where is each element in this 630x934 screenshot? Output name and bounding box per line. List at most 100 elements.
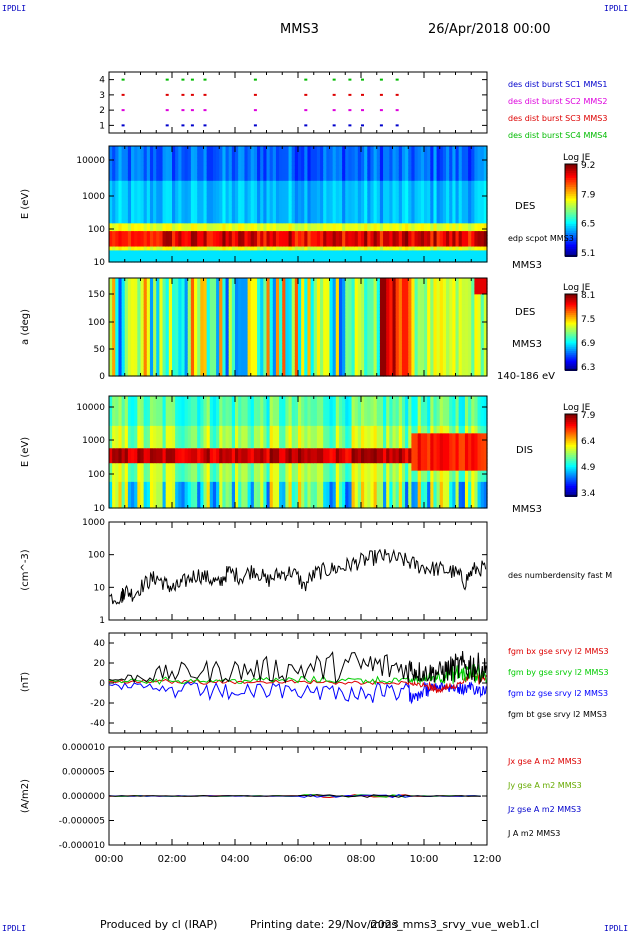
heatmap-cell [190, 258, 195, 263]
heatmap-cell [112, 180, 116, 186]
heatmap-cell [225, 196, 230, 201]
heatmap-cell [376, 146, 381, 151]
heatmap-cell [184, 238, 189, 244]
heatmap-cell [294, 192, 299, 197]
heatmap-cell [291, 211, 296, 217]
heatmap-cell [298, 157, 302, 163]
heatmap-cell [109, 184, 113, 190]
heatmap-cell [206, 254, 211, 259]
heatmap-cell [427, 219, 431, 224]
heatmap-cell [354, 180, 359, 186]
heatmap-cell [238, 176, 242, 182]
heatmap-cell [310, 231, 315, 236]
heatmap-cell [209, 250, 214, 255]
heatmap-cell [398, 250, 403, 255]
heatmap-cell [112, 157, 116, 163]
heatmap-cell [266, 219, 271, 224]
heatmap-cell [184, 223, 189, 228]
heatmap-cell [427, 254, 431, 259]
heatmap-cell [320, 184, 324, 190]
heatmap-cell [424, 165, 428, 170]
heatmap-cell [361, 161, 365, 166]
heatmap-cell [313, 254, 318, 259]
heatmap-cell [436, 246, 441, 251]
heatmap-cell [219, 146, 223, 151]
heatmap-cell [436, 250, 441, 255]
heatmap-cell [109, 165, 113, 170]
heatmap-cell [430, 180, 435, 186]
heatmap-cell [197, 200, 201, 205]
heatmap-cell [307, 227, 312, 232]
heatmap-cell [417, 227, 422, 232]
heatmap-cell [216, 223, 220, 228]
heatmap-cell [244, 258, 249, 263]
heatmap-cell [288, 188, 293, 193]
heatmap-cell [379, 149, 384, 155]
burst-marker [165, 124, 169, 127]
heatmap-cell [172, 231, 176, 236]
heatmap-cell [313, 149, 318, 155]
heatmap-cell [433, 149, 438, 155]
heatmap-cell [408, 246, 412, 251]
heatmap-cell [124, 169, 129, 174]
heatmap-cell [401, 184, 406, 190]
heatmap-cell [408, 169, 412, 174]
heatmap-cell [345, 188, 349, 193]
heatmap-cell [304, 200, 309, 205]
heatmap-cell [131, 234, 135, 240]
heatmap-cell [266, 180, 271, 186]
heatmap-cell [301, 153, 305, 159]
heatmap-cell [175, 219, 179, 224]
heatmap-cell [379, 215, 384, 221]
heatmap-cell [118, 173, 123, 178]
heatmap-cell [364, 180, 368, 186]
heatmap-cell [417, 207, 422, 213]
heatmap-cell [257, 173, 261, 178]
heatmap-cell [178, 157, 183, 163]
heatmap-cell [137, 207, 142, 213]
heatmap-cell [364, 238, 368, 244]
heatmap-cell [291, 231, 296, 236]
heatmap-cell [216, 196, 220, 201]
heatmap-cell [181, 200, 186, 205]
heatmap-cell [307, 207, 312, 213]
heatmap-cell [323, 180, 327, 186]
heatmap-cell [127, 196, 132, 201]
heatmap-cell [127, 242, 132, 248]
heatmap-cell [118, 176, 123, 182]
heatmap-cell [294, 250, 299, 255]
heatmap-cell [285, 207, 290, 213]
heatmap-cell [187, 254, 192, 259]
heatmap-cell [307, 169, 312, 174]
heatmap-cell [323, 242, 327, 248]
heatmap-cell [175, 242, 179, 248]
heatmap-cell [146, 234, 151, 240]
heatmap-cell [187, 219, 192, 224]
burst-marker [121, 93, 125, 96]
heatmap-cell [364, 254, 368, 259]
heatmap-cell [269, 200, 274, 205]
heatmap-cell [238, 234, 242, 240]
heatmap-cell [165, 157, 170, 163]
heatmap-cell [320, 161, 324, 166]
heatmap-cell [115, 211, 120, 217]
heatmap-cell [225, 246, 230, 251]
heatmap-cell [398, 231, 403, 236]
heatmap-cell [165, 215, 170, 221]
heatmap-cell [181, 188, 186, 193]
heatmap-cell [241, 254, 246, 259]
heatmap-cell [235, 246, 239, 251]
heatmap-cell [124, 223, 129, 228]
heatmap-cell [222, 161, 227, 166]
heatmap-cell [162, 180, 167, 186]
heatmap-cell [316, 200, 321, 205]
heatmap-cell [137, 146, 142, 151]
heatmap-cell [424, 200, 428, 205]
heatmap-cell [373, 180, 378, 186]
heatmap-cell [266, 146, 271, 151]
heatmap-cell [257, 250, 261, 255]
heatmap-cell [383, 238, 387, 244]
heatmap-cell [379, 153, 384, 159]
heatmap-cell [345, 157, 349, 163]
heatmap-cell [386, 149, 390, 155]
